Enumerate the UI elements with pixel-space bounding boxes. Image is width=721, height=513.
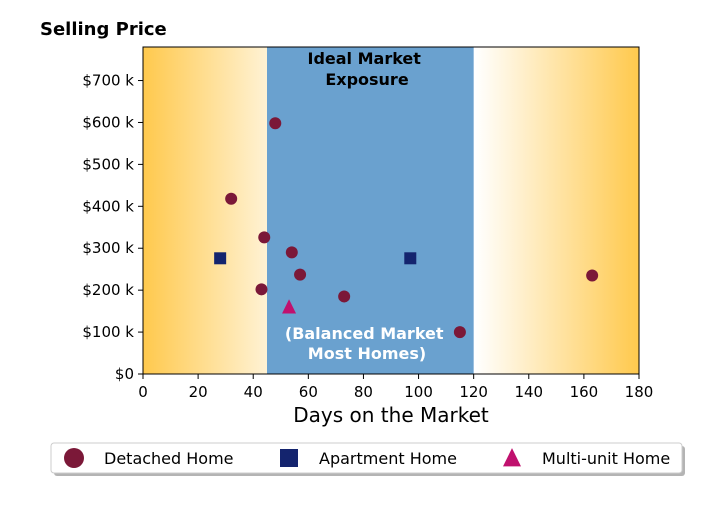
x-axis: 0 20 40 60 80 100 120 140 160 180 — [138, 374, 653, 401]
detached-home-point — [285, 246, 298, 259]
y-tick-label: $100 k — [82, 323, 134, 341]
detached-home-point — [586, 269, 599, 282]
chart-title: Selling Price — [40, 19, 167, 40]
x-tick-label: 80 — [354, 383, 373, 401]
detached-home-legend-marker — [64, 448, 84, 468]
y-tick-label: $500 k — [82, 155, 134, 173]
detached-home-point — [338, 290, 351, 303]
x-tick-label: 140 — [514, 383, 543, 401]
x-tick-label: 180 — [625, 383, 654, 401]
legend-label-detached-home: Detached Home — [104, 449, 234, 468]
legend-label-multi-unit-home: Multi-unit Home — [542, 449, 670, 468]
y-axis: $0 $100 k $200 k $300 k $400 k $500 k $600 k $7… — [82, 72, 143, 383]
x-tick-label: 160 — [570, 383, 599, 401]
ideal-exposure-line-1: Ideal Market — [307, 49, 421, 68]
balanced-market-line-2: Most Homes) — [308, 344, 426, 363]
detached-home-point — [258, 231, 271, 244]
detached-home-point — [294, 268, 307, 281]
x-tick-label: 60 — [299, 383, 318, 401]
balanced-market-line-1: (Balanced Market — [285, 324, 444, 343]
apartment-home-point — [404, 252, 417, 265]
detached-home-point — [255, 283, 268, 296]
detached-home-point — [269, 117, 282, 130]
x-tick-label: 0 — [138, 383, 148, 401]
x-tick-label: 100 — [404, 383, 433, 401]
ideal-exposure-band — [267, 47, 474, 374]
data-points — [214, 117, 599, 339]
x-tick-label: 40 — [244, 383, 263, 401]
legend-label-apartment-home: Apartment Home — [319, 449, 457, 468]
detached-home-point — [225, 192, 238, 205]
y-tick-label: $700 k — [82, 72, 134, 90]
apartment-home-point — [214, 252, 227, 265]
y-tick-label: $200 k — [82, 281, 134, 299]
balanced-market-annotation: (Balanced Market Most Homes) — [285, 324, 449, 363]
multi-unit-home-point — [282, 299, 297, 314]
detached-home-point — [453, 326, 466, 339]
ideal-exposure-line-2: Exposure — [325, 70, 409, 89]
y-tick-label: $400 k — [82, 197, 134, 215]
y-tick-label: $300 k — [82, 239, 134, 257]
ideal-exposure-annotation: Ideal Market Exposure — [307, 49, 426, 89]
multi-unit-home-legend-marker — [503, 448, 521, 467]
y-tick-label: $600 k — [82, 113, 134, 131]
y-tick-label: $0 — [115, 365, 134, 383]
apartment-home-legend-marker — [280, 449, 298, 467]
x-tick-label: 120 — [459, 383, 488, 401]
x-tick-label: 20 — [189, 383, 208, 401]
plot-frame — [142, 46, 640, 375]
x-axis-label: Days on the Market — [293, 403, 489, 427]
legend: Detached Home Apartment Home Multi-unit Ho… — [50, 442, 685, 476]
